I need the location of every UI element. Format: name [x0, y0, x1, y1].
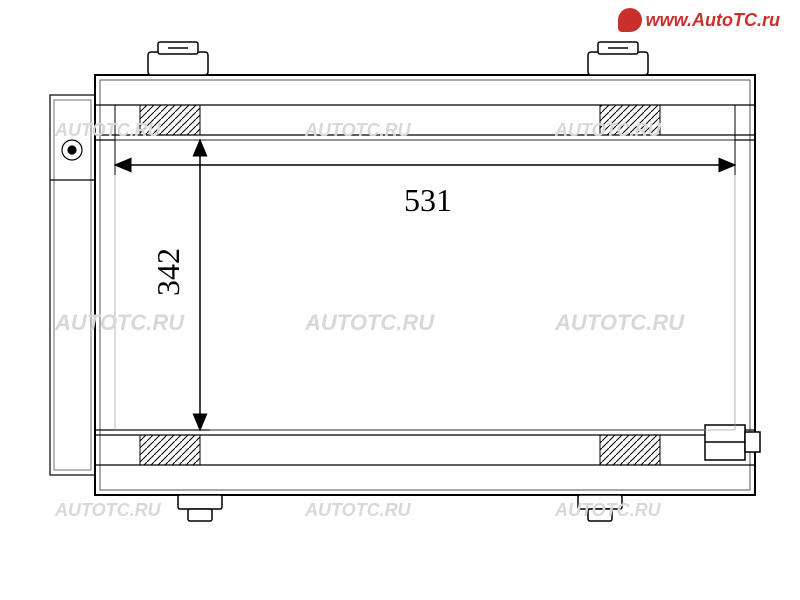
rails: [95, 105, 755, 465]
top-brackets: [148, 42, 648, 75]
side-tube: [50, 95, 95, 475]
bottom-brackets: [178, 495, 622, 521]
hatch-regions: [140, 105, 660, 465]
site-logo: www.AutoTC.ru: [646, 10, 780, 31]
dim-height-label: 342: [150, 244, 187, 300]
outer-frame: [95, 75, 755, 495]
radiator-drawing: [0, 0, 800, 600]
dim-width-label: 531: [400, 182, 456, 219]
